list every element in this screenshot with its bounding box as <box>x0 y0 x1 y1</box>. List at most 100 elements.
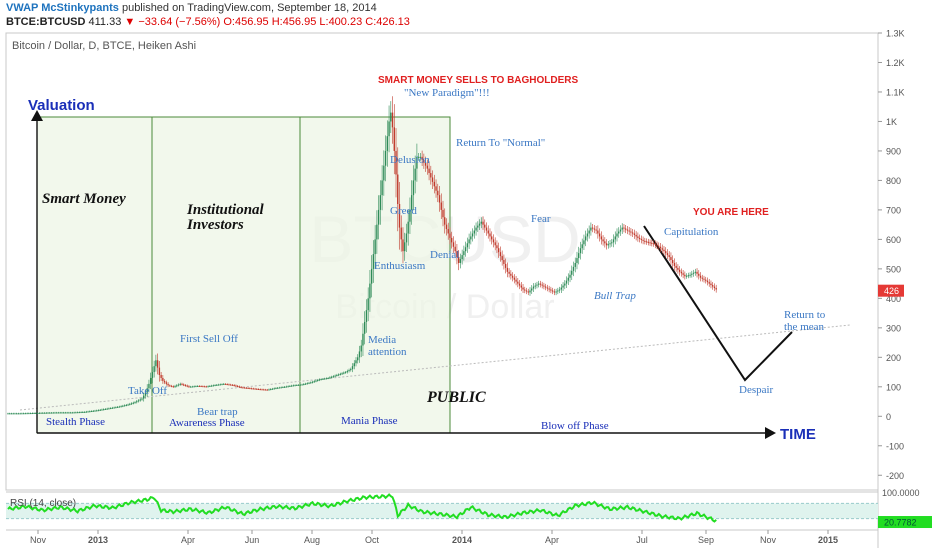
price-bar <box>71 412 74 414</box>
price-bar <box>487 230 489 234</box>
price-bar <box>341 373 343 375</box>
price-bar <box>539 283 542 285</box>
price-bar <box>666 253 669 256</box>
price-bar <box>223 383 225 385</box>
symbol-label: BTCE:BTCUSD <box>6 16 86 28</box>
price-bar <box>43 412 46 414</box>
ann-institutional-1: Institutional <box>186 202 265 218</box>
price-bar <box>360 345 362 352</box>
price-bar <box>393 127 395 151</box>
price-bar <box>457 257 460 263</box>
price-bar <box>69 412 72 414</box>
price-bar <box>278 387 281 389</box>
time-axis[interactable]: Nov 2013 Apr Jun Aug Oct 2014 Apr Jul Sep Nov 2015 <box>30 530 838 545</box>
price-bar <box>365 310 368 322</box>
price-bar <box>614 236 616 240</box>
price-bar <box>663 249 665 252</box>
price-bar <box>122 405 124 407</box>
price-bar <box>245 387 248 389</box>
price-bar <box>296 384 298 386</box>
price-bar <box>226 384 228 386</box>
price-bar <box>270 389 272 391</box>
rsi-line <box>7 493 717 523</box>
price-bar <box>350 369 352 371</box>
price-bar <box>116 406 119 408</box>
rsi-label: RSI (14, close) <box>10 498 76 509</box>
price-bar <box>317 380 319 382</box>
price-bar <box>452 242 455 247</box>
price-bar <box>710 283 712 286</box>
price-bar <box>522 287 524 290</box>
price-bar <box>571 270 573 275</box>
price-bar <box>275 387 277 389</box>
price-bar <box>22 413 25 415</box>
price-bar <box>508 271 510 274</box>
price-bar <box>330 376 333 378</box>
price-bar <box>207 386 209 388</box>
price-bar <box>515 279 517 282</box>
price-bar <box>17 413 20 415</box>
price-bar <box>397 174 399 205</box>
price-bar <box>715 288 717 290</box>
price-bar <box>238 386 241 388</box>
price-bar <box>473 230 476 234</box>
y-tick-label: 1.1K <box>886 87 905 97</box>
price-bar <box>85 411 87 413</box>
published-text: published on TradingView.com, September … <box>121 2 377 14</box>
price-bar <box>318 379 321 381</box>
price-bar <box>158 367 161 376</box>
price-bar <box>233 385 235 387</box>
price-bar <box>640 238 643 240</box>
y-tick-label: 700 <box>886 205 901 215</box>
price-bar <box>266 389 268 391</box>
ann-top-red-2: "New Paradigm"!!! <box>404 87 490 99</box>
price-bar <box>451 237 453 243</box>
price-bar <box>358 351 361 358</box>
price-bar <box>289 385 291 387</box>
price-bar <box>513 277 516 280</box>
price-bar <box>546 287 549 289</box>
price-bar <box>31 413 34 415</box>
price-bar <box>153 366 155 373</box>
price-bar <box>261 389 263 391</box>
price-bar <box>631 232 634 234</box>
price-bar <box>558 289 561 291</box>
price-bar <box>47 412 49 414</box>
price-bar <box>242 387 244 389</box>
price-bar <box>463 251 465 256</box>
price-bar <box>336 375 338 377</box>
author-link[interactable]: VWAP McStinkypants <box>6 2 119 14</box>
price-bar <box>183 384 185 386</box>
price-bar <box>497 248 500 253</box>
ann-first-sell-off: First Sell Off <box>180 333 238 345</box>
phase-boxes <box>36 116 451 434</box>
price-bar <box>280 387 282 389</box>
x-tick-label: 2013 <box>88 535 108 545</box>
price-bar <box>160 375 162 378</box>
price-bar <box>581 244 583 249</box>
price-bar <box>649 242 651 244</box>
price-bar <box>228 384 230 386</box>
price-bar <box>489 233 491 237</box>
price-bar <box>680 271 683 274</box>
price-bar <box>137 400 140 402</box>
price-bar <box>146 388 148 393</box>
price-bar <box>437 190 439 196</box>
price-axis[interactable]: -200 -100 0 100 200 300 400 500 600 700 800 900 1K 1.… <box>878 29 905 481</box>
price-bar <box>217 384 220 386</box>
last-price: 411.33 <box>88 16 122 28</box>
price-bar <box>165 382 168 384</box>
price-bar <box>404 242 406 252</box>
price-bar <box>191 386 194 388</box>
price-bar <box>252 388 255 390</box>
price-bar <box>303 384 305 386</box>
price-bar <box>691 273 693 275</box>
price-bar <box>33 413 35 415</box>
price-bar <box>518 283 521 286</box>
price-bar <box>12 413 14 415</box>
price-bar <box>283 386 286 388</box>
price-bar <box>440 202 442 210</box>
price-bar <box>90 411 93 413</box>
price-bar <box>496 245 498 249</box>
